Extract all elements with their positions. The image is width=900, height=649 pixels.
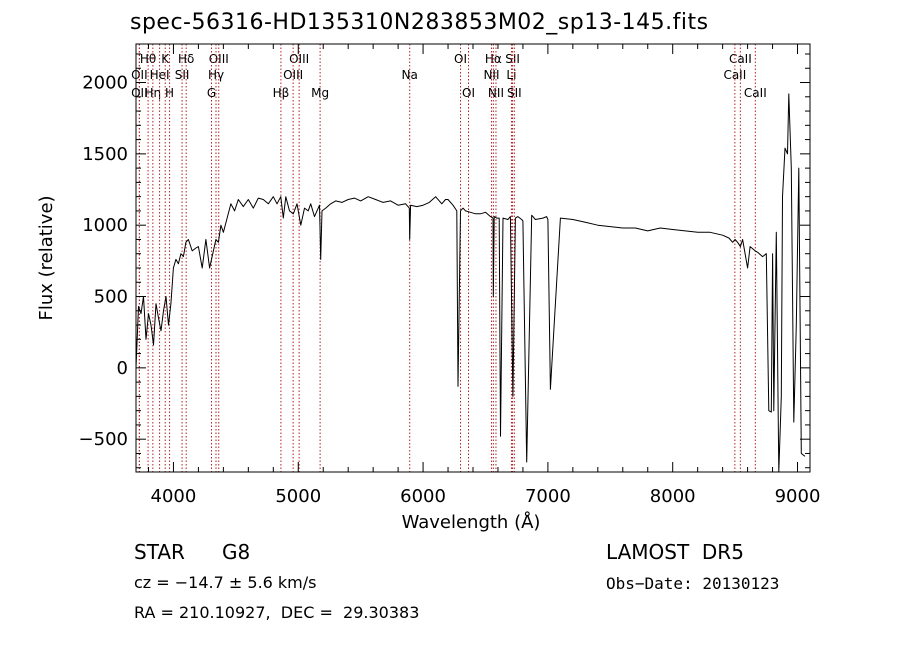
x-tick-label: 5000 — [275, 486, 321, 507]
line-marker-label: OII — [131, 86, 148, 100]
spectrum-plot — [136, 93, 806, 472]
line-marker-label: Hη — [145, 86, 162, 100]
line-marker-label: Na — [402, 68, 418, 82]
y-tick-label: 1500 — [82, 144, 128, 165]
plot-frame — [135, 43, 811, 473]
line-marker-label: OIII — [283, 68, 303, 82]
line-marker-label: SII — [505, 52, 520, 66]
line-marker-label: SII — [507, 86, 522, 100]
line-marker-label: HeI — [150, 68, 170, 82]
line-marker-label: Hδ — [178, 52, 194, 66]
x-tick-label: 4000 — [151, 486, 197, 507]
line-marker-label: NII — [488, 86, 504, 100]
x-tick-label: 9000 — [775, 486, 821, 507]
axes: 4000 5000 6000 7000 8000 9000 −500 0 500 1000 1500… — [79, 44, 821, 507]
line-marker-label: CaII — [729, 52, 752, 66]
line-marker-label: SII — [175, 68, 190, 82]
x-tick-label: 8000 — [650, 486, 696, 507]
y-axis-label: Flux (relative) — [36, 195, 57, 320]
object-class: STAR — [134, 540, 185, 564]
survey-label: LAMOST DR5 — [606, 540, 744, 564]
line-marker-label: OII — [131, 68, 148, 82]
y-tick-label: 1000 — [82, 215, 128, 236]
line-marker-label: OI — [462, 86, 475, 100]
line-marker-label: Mg — [311, 86, 329, 100]
line-marker-label: K — [161, 52, 170, 66]
y-tick-label: 0 — [117, 358, 128, 379]
line-marker-label: Hθ — [140, 52, 156, 66]
line-marker-label: Li — [506, 68, 516, 82]
x-axis-label: Wavelength (Å) — [402, 511, 541, 533]
obs-date: Obs−Date: 20130123 — [606, 574, 780, 593]
object-subclass: G8 — [222, 540, 251, 564]
line-marker-label: Hγ — [208, 68, 224, 82]
line-marker-label: OIII — [209, 52, 229, 66]
line-marker-label: Hβ — [273, 86, 290, 100]
coordinates: RA = 210.10927, DEC = 29.30383 — [134, 603, 420, 622]
y-tick-label: −500 — [79, 429, 128, 450]
line-marker-label: H — [165, 86, 174, 100]
x-tick-label: 6000 — [400, 486, 446, 507]
chart-title: spec-56316-HD135310N283853M02_sp13-145.f… — [130, 10, 709, 35]
y-tick-label: 2000 — [82, 73, 128, 94]
y-tick-label: 500 — [94, 287, 128, 308]
line-marker-label: CaII — [723, 68, 746, 82]
line-marker-label: NII — [483, 68, 499, 82]
line-marker-label: CaII — [744, 86, 767, 100]
line-marker-label: OIII — [289, 52, 309, 66]
redshift-text: cz = −14.7 ± 5.6 km/s — [134, 573, 317, 592]
spectrum-line — [136, 93, 806, 472]
x-tick-label: 7000 — [525, 486, 571, 507]
line-marker-label: OI — [454, 52, 467, 66]
line-marker-label: Hα — [485, 52, 502, 66]
line-marker-label: G — [207, 86, 216, 100]
